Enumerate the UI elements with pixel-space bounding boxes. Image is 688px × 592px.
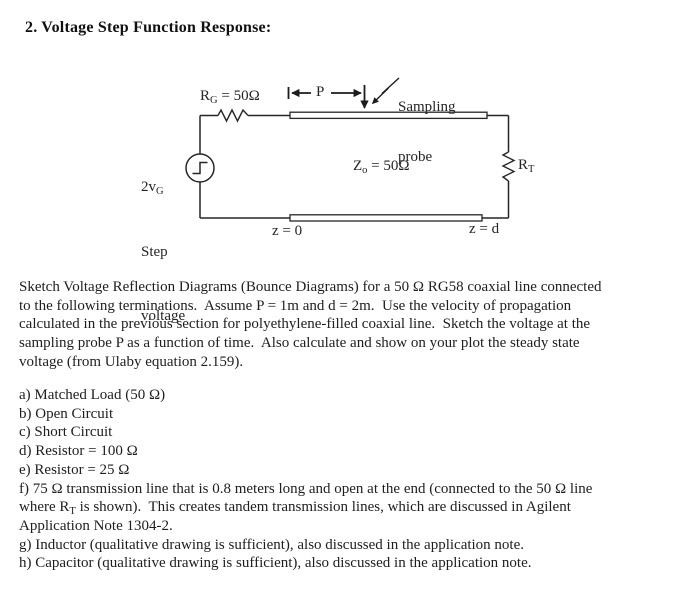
list-item-f-line2-rest: is shown). This creates tandem transmiss… xyxy=(75,499,571,516)
zo-label-subscript: o xyxy=(362,165,368,176)
source-label-line1-base: 2v xyxy=(141,179,156,195)
characteristic-impedance-label: Zo = 50Ω xyxy=(353,158,410,176)
rg-label-value: = 50Ω xyxy=(217,88,260,104)
paragraph-line: calculated in the previous section for p… xyxy=(19,316,591,333)
list-item-g: g) Inductor (qualitative drawing is suff… xyxy=(19,536,525,553)
sampling-probe-label-line1: Sampling xyxy=(398,99,456,115)
rg-label-subscript: G xyxy=(210,95,218,106)
page-title: 2. Voltage Step Function Response: xyxy=(25,19,272,36)
list-item-a: a) Matched Load (50 Ω) xyxy=(19,387,166,403)
list-item-f-line2-subscript: T xyxy=(69,506,76,518)
source-label-line1: 2vG xyxy=(141,177,185,199)
list-item-c: c) Short Circuit xyxy=(19,424,113,441)
list-item-f-line2-base: where R xyxy=(19,499,70,516)
zo-label-value: = 50Ω xyxy=(367,158,410,174)
source-label-line2: Step xyxy=(141,243,168,260)
list-item-f-line1: f) 75 Ω transmission line that is 0.8 me… xyxy=(19,480,593,497)
circuit-wires xyxy=(199,114,510,219)
rg-resistor-label: RG = 50Ω xyxy=(200,88,260,106)
resistor-rt-icon xyxy=(501,151,516,182)
sampling-probe-label-line2: probe xyxy=(398,148,433,165)
step-voltage-source-icon xyxy=(185,153,215,183)
probe-distance-marker-icon xyxy=(287,85,369,109)
source-label-line3: voltage xyxy=(141,308,186,324)
source-label-line1-subscript: G xyxy=(156,186,164,197)
probe-distance-label: P xyxy=(316,84,325,100)
source-label: 2vG Step voltage xyxy=(141,134,185,371)
transmission-line-top-conductor xyxy=(289,111,488,120)
termination-list: a) Matched Load (50 Ω) b) Open Circuit c… xyxy=(19,386,592,573)
list-item-d: d) Resistor = 100 Ω xyxy=(19,443,138,460)
resistor-rg-icon xyxy=(217,108,249,123)
sampling-probe-arrow-icon xyxy=(372,77,400,105)
list-item-f-line3: Application Note 1304-2. xyxy=(19,517,173,534)
paragraph-line: to the following terminations. Assume P … xyxy=(19,297,572,314)
circuit-diagram: | with drop arrow to probe point --> xyxy=(185,77,516,222)
transmission-line-bottom-conductor xyxy=(289,214,483,222)
list-item-f-line2: where RT is shown). This creates tandem … xyxy=(19,498,592,517)
paragraph-line: sampling probe P as a function of time. … xyxy=(19,335,580,352)
paragraph-line: Sketch Voltage Reflection Diagrams (Boun… xyxy=(19,279,602,295)
list-item-e: e) Resistor = 25 Ω xyxy=(19,461,130,478)
rt-label-subscript: T xyxy=(528,164,535,175)
rg-label-base: R xyxy=(200,88,211,104)
list-item-h: h) Capacitor (qualitative drawing is suf… xyxy=(19,555,532,572)
rt-load-label: RT xyxy=(518,157,535,175)
z-start-label: z = 0 xyxy=(272,223,303,239)
paragraph-line: voltage (from Ulaby equation 2.159). xyxy=(19,353,244,370)
zo-label-base: Z xyxy=(353,158,363,174)
z-end-label: z = d xyxy=(469,221,500,237)
rt-label-base: R xyxy=(518,157,529,173)
sampling-probe-label: Sampling probe xyxy=(398,66,456,198)
problem-statement: Sketch Voltage Reflection Diagrams (Boun… xyxy=(19,278,602,372)
list-item-b: b) Open Circuit xyxy=(19,405,114,422)
